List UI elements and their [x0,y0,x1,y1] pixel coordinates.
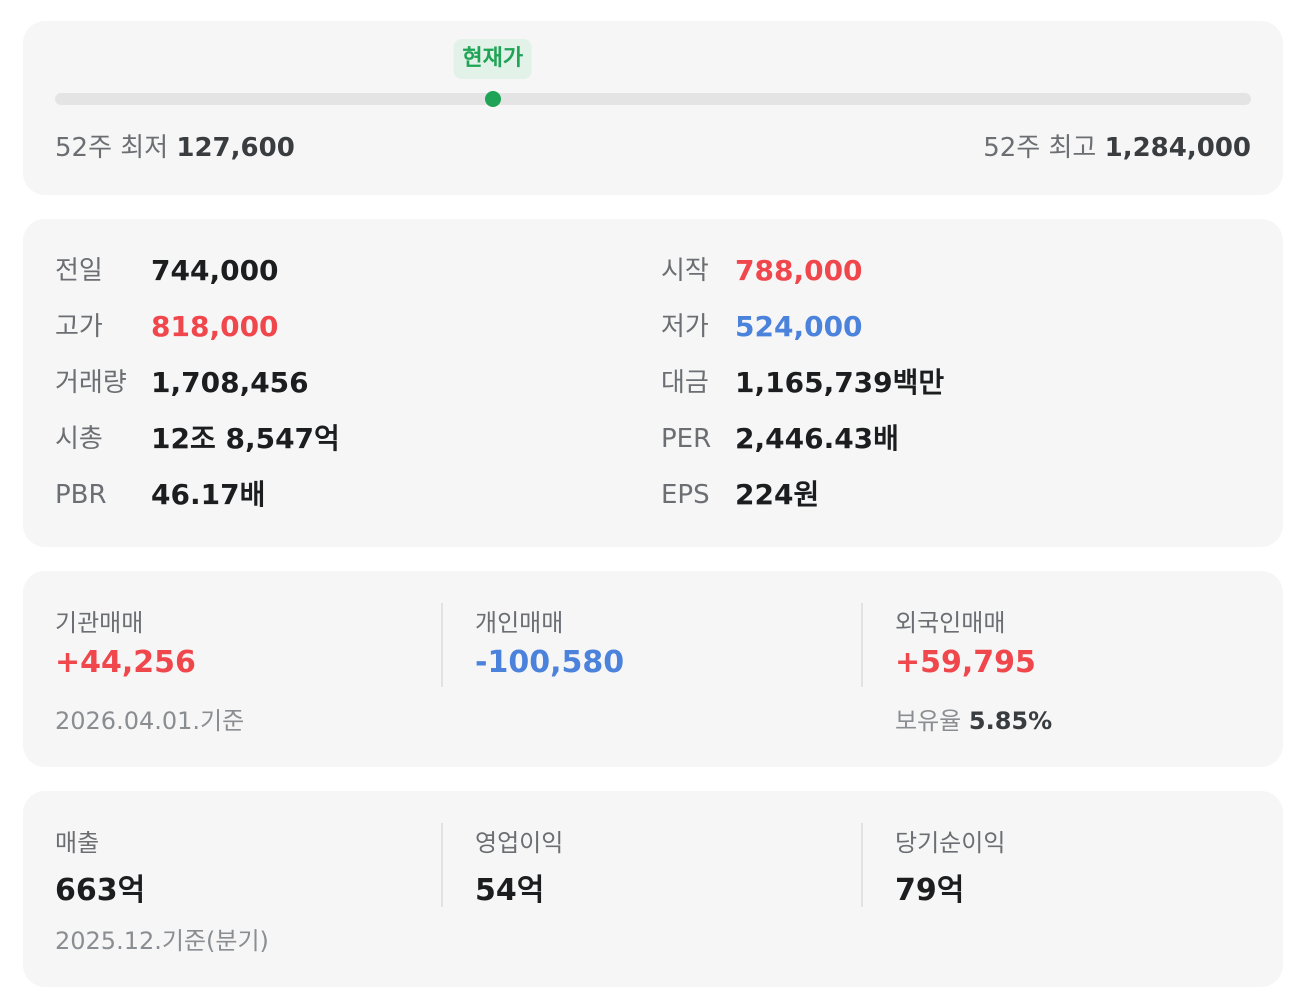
info-value: 744,000 [151,254,279,287]
info-value: 12조 8,547억 [151,422,340,455]
info-value: 2,446.43배 [735,422,899,455]
stat-label: 영업이익 [475,829,564,857]
info-label: 고가 [55,312,103,342]
stat-label: 매출 [55,829,100,857]
info-value: 1,165,739백만 [735,366,945,399]
info-label: 저가 [661,312,709,342]
range-low-value: 127,600 [176,133,295,163]
info-value: 1,708,456 [151,366,309,399]
range-track [55,93,1251,105]
info-value: 818,000 [151,310,279,343]
range-high-label: 52주 최고 [983,133,1097,163]
divider [441,823,443,907]
info-label: 시작 [661,256,709,286]
info-label: EPS [661,480,710,510]
divider [861,603,863,687]
stat-label: 기관매매 [55,609,144,637]
info-label: 대금 [661,368,709,398]
info-value: 524,000 [735,310,863,343]
info-label: PER [661,424,712,454]
info-value: 46.17배 [151,478,266,511]
holding-label: 보유율 [895,707,962,735]
divider [441,603,443,687]
stat-label: 당기순이익 [895,829,1006,857]
current-price-tag: 현재가 [453,39,533,79]
range-low: 52주 최저 127,600 [55,127,295,164]
stat-value: 663억 [55,873,146,908]
financials-card: 매출 663억 2025.12.기준(분기) 영업이익 54억 당기순이익 79… [23,791,1283,987]
info-label: PBR [55,480,107,510]
info-value: 224원 [735,478,820,511]
price-info-card: 전일 744,000 고가 818,000 거래량 1,708,456 시총 1… [23,219,1283,547]
divider [861,823,863,907]
range-high: 52주 최고 1,284,000 [983,127,1251,164]
range-high-value: 1,284,000 [1104,133,1251,163]
investor-trading-card: 기관매매 +44,256 2026.04.01.기준 개인매매 -100,580… [23,571,1283,767]
stat-value: 54억 [475,873,545,908]
info-value: 788,000 [735,254,863,287]
stat-label: 개인매매 [475,609,564,637]
stat-label: 외국인매매 [895,609,1006,637]
foreign-holding: 보유율 5.85% [895,701,1052,736]
stat-value: -100,580 [475,645,625,680]
stat-value: 79억 [895,873,965,908]
info-label: 시총 [55,424,103,454]
as-of-date: 2025.12.기준(분기) [55,927,269,955]
range-low-label: 52주 최저 [55,133,169,163]
stat-value: +44,256 [55,645,196,680]
as-of-date: 2026.04.01.기준 [55,707,245,735]
range-52w-card: 현재가 52주 최저 127,600 52주 최고 1,284,000 [23,21,1283,195]
holding-value: 5.85% [968,707,1053,735]
stat-value: +59,795 [895,645,1036,680]
info-label: 전일 [55,256,103,286]
info-label: 거래량 [55,368,127,398]
current-price-marker [484,91,501,107]
